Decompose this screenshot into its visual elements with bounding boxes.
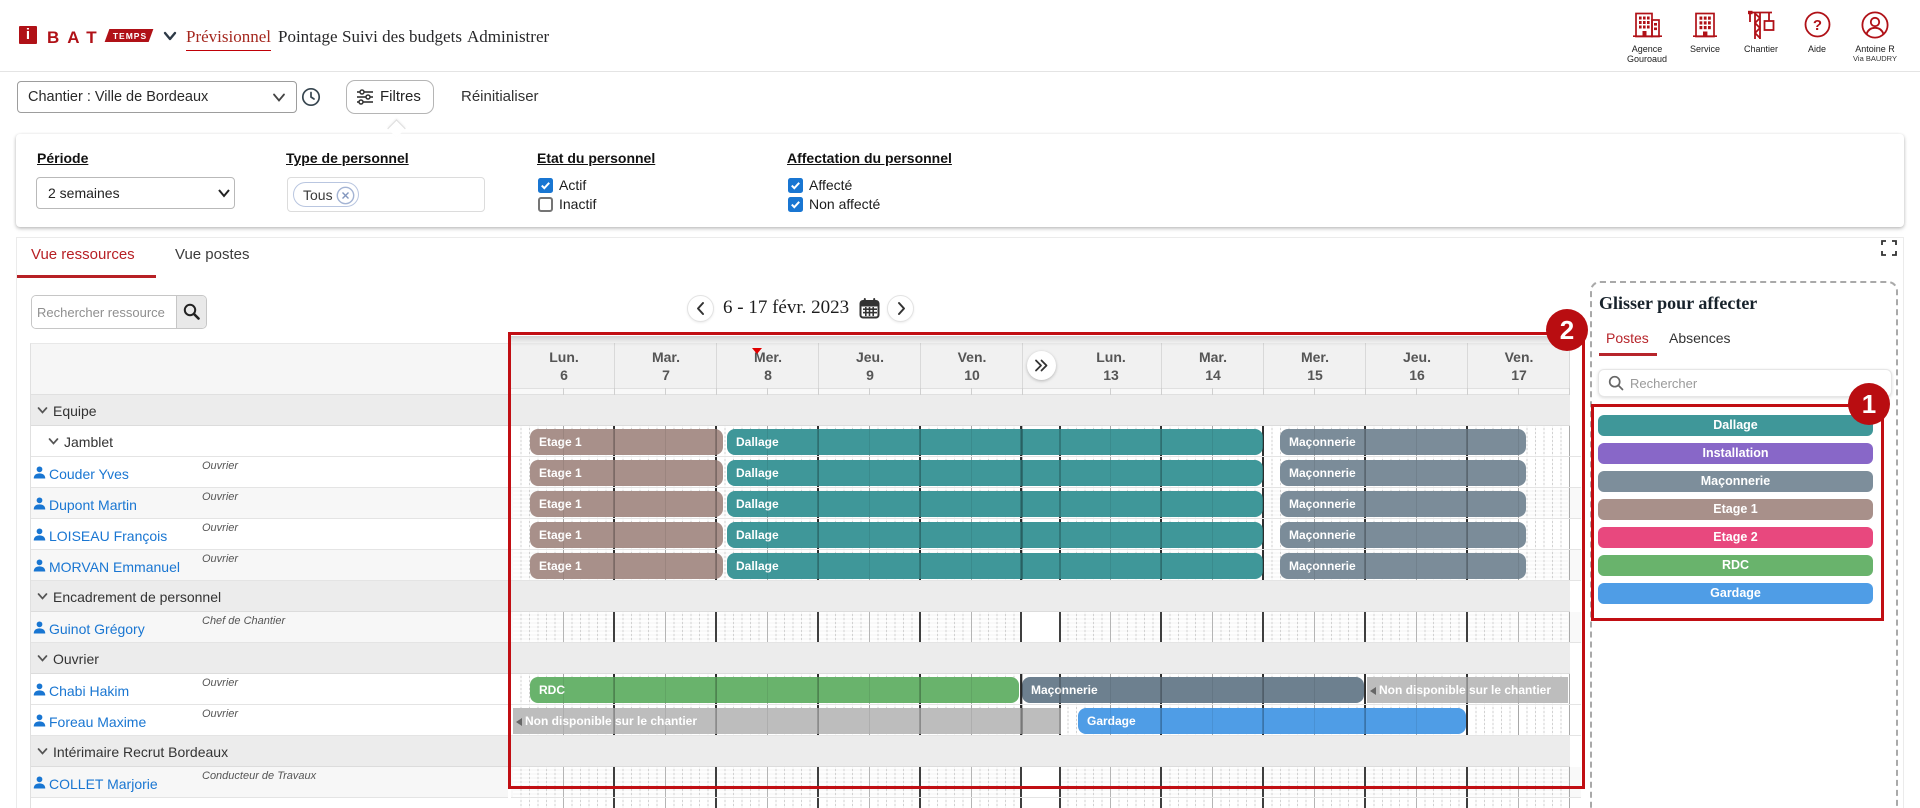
svg-text:?: ? — [1813, 17, 1822, 34]
